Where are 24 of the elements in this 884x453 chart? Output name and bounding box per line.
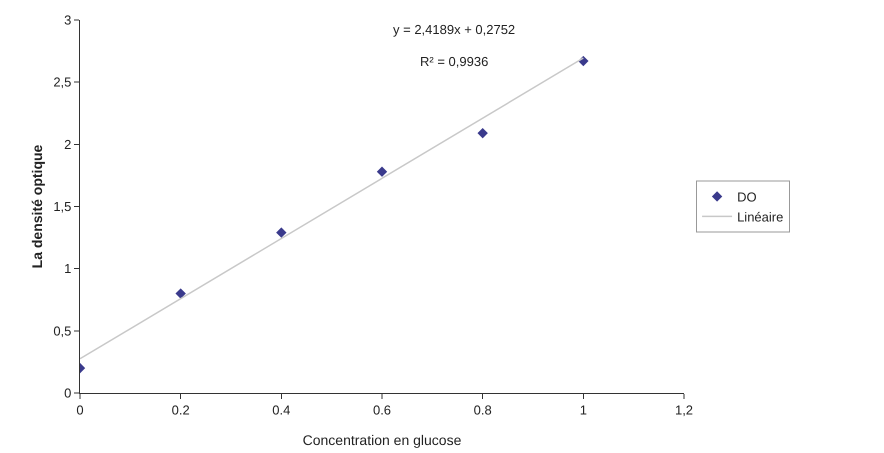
point	[376, 166, 388, 177]
x-axis-title: Concentration en glucose	[302, 432, 462, 448]
y-axis-title: La densité optique	[29, 144, 45, 268]
y-tick-label: 2,5	[53, 74, 72, 90]
point	[175, 288, 186, 299]
y-tick-label: 3	[64, 12, 72, 28]
y-tick-label: 2	[64, 136, 72, 152]
point	[477, 128, 488, 138]
x-tick-label: 1	[580, 402, 587, 418]
annotation: y = 2,4189x + 0,2752	[393, 22, 516, 37]
y-tick-label: 0	[64, 386, 72, 401]
x-tick-label: 0.6	[372, 402, 392, 418]
y-tick-label: 1,5	[53, 199, 72, 214]
x-tick-label: 0.8	[474, 402, 492, 418]
y-tick-label: 0,5	[53, 323, 72, 338]
x-tick-label: 0.2	[172, 402, 190, 418]
x-tick-label: 0	[76, 402, 84, 418]
x-tick-label: 1,2	[674, 402, 694, 418]
x-tick-label: 0.4	[272, 402, 290, 418]
annotation: R² = 0,9936	[420, 54, 488, 69]
legend-label: Linéaire	[737, 209, 784, 224]
point	[276, 227, 287, 238]
legend-label: DO	[737, 190, 757, 205]
y-tick-label: 1	[64, 261, 72, 276]
